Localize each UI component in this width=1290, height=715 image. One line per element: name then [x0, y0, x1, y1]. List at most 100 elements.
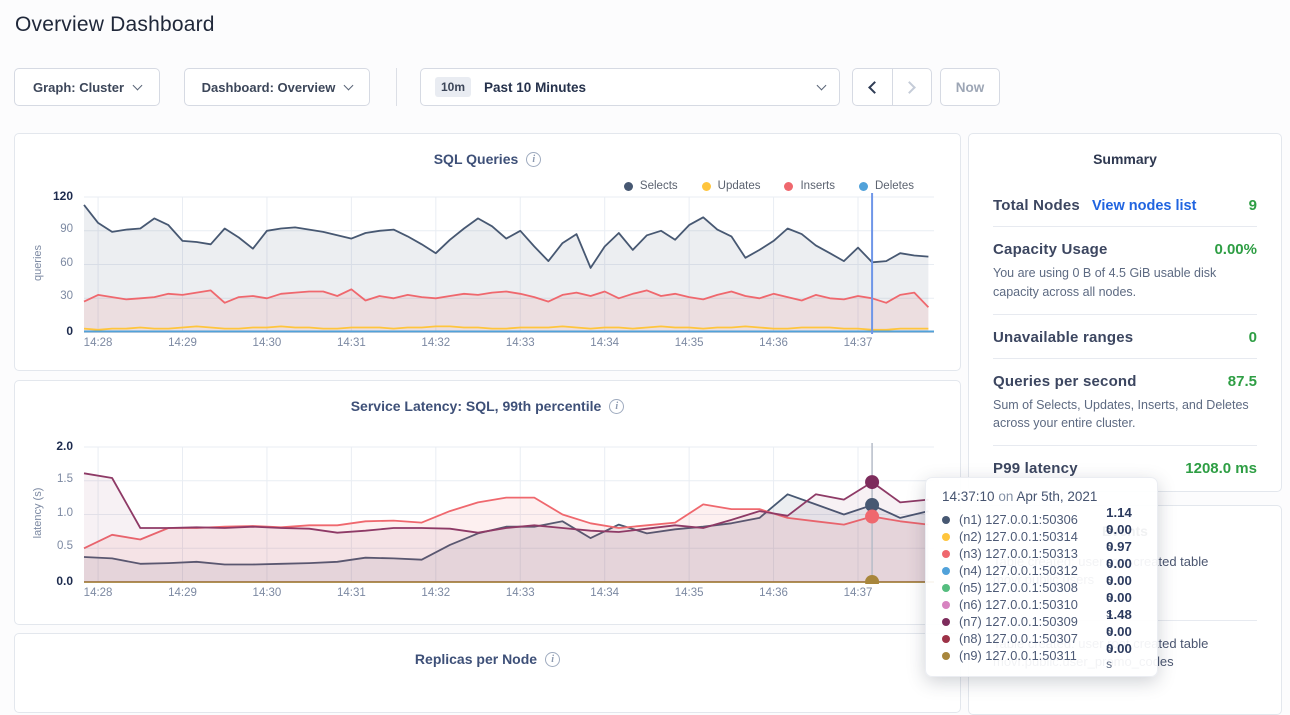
sql-queries-chart[interactable]: 14:28 14:29 14:30 14:31 14:32 14:33 14:34 14:35… [53, 189, 937, 353]
info-icon[interactable] [526, 151, 542, 167]
chevron-down-icon [132, 80, 143, 91]
summary-label: Total Nodes [993, 197, 1080, 214]
legend-label: Selects [639, 180, 678, 192]
summary-value: 1208.0 ms [1185, 460, 1257, 477]
y-tick-label: 0.5 [57, 540, 73, 553]
y-tick-label: 60 [60, 256, 73, 269]
tooltip-unit: s [1106, 554, 1113, 569]
tooltip-unit: s [1106, 605, 1113, 620]
tooltip-node: (n4) 127.0.0.1:50312 [959, 563, 1078, 578]
tooltip-unit: s [1106, 656, 1113, 671]
x-tick-label: 14:31 [336, 587, 366, 599]
tooltip-node: (n6) 127.0.0.1:50310 [959, 597, 1078, 612]
tooltip-node: (n7) 127.0.0.1:50309 [959, 614, 1078, 629]
summary-row: Unavailable ranges 0 [993, 313, 1257, 358]
tooltip-row: (n5) 127.0.0.1:50308 0.00 s [942, 573, 1141, 603]
x-tick-label: 14:30 [252, 587, 282, 599]
tooltip-row: (n8) 127.0.0.1:50307 0.00 s [942, 624, 1141, 654]
info-icon[interactable] [609, 398, 625, 414]
legend-item[interactable]: Updates [701, 180, 760, 192]
x-tick-label: 14:29 [168, 337, 197, 349]
x-tick-label: 14:31 [336, 337, 366, 349]
y-tick-label: 1.0 [57, 506, 73, 519]
tooltip-row: (n1) 127.0.0.1:50306 1.14 s [942, 505, 1141, 535]
view-nodes-list-link[interactable]: View nodes list [1091, 198, 1197, 214]
series-dot-icon [942, 634, 950, 643]
tooltip-value: 0.00 s [1106, 521, 1132, 552]
sql-queries-panel: SQL Queries Selects Updates Inserts Deletes… [14, 133, 961, 371]
time-prev-button[interactable] [853, 69, 892, 105]
legend-dot-icon [623, 181, 633, 191]
sql-queries-plot[interactable] [81, 193, 937, 334]
x-tick-label: 14:33 [505, 587, 535, 599]
tooltip-node: (n2) 127.0.0.1:50314 [959, 529, 1078, 544]
series-dot-icon [942, 651, 950, 660]
sql-queries-title: SQL Queries [433, 151, 519, 167]
service-latency-chart[interactable]: 14:28 14:29 14:30 14:31 14:32 14:33 14:34 14:35… [56, 439, 937, 603]
time-range-badge: 10m [435, 77, 472, 97]
x-tick-label: 14:28 [83, 587, 113, 599]
summary-label: Queries per second [993, 372, 1137, 390]
y-tick-label: 0.0 [56, 574, 73, 588]
dashboard-dropdown-label: Dashboard: Overview [201, 79, 336, 95]
tooltip-node: (n9) 127.0.0.1:50311 [959, 648, 1077, 663]
legend-item[interactable]: Inserts [784, 180, 835, 192]
series-dot-icon [942, 549, 950, 558]
series-dot-icon [942, 617, 950, 626]
legend-dot-icon [701, 181, 711, 191]
tooltip-value: 0.00 s [1106, 572, 1132, 603]
tooltip-rows: (n1) 127.0.0.1:50306 1.14 s (n2) 127.0.0.1… [942, 505, 1141, 671]
graph-dropdown-label: Graph: Cluster [32, 79, 124, 95]
info-icon[interactable] [545, 651, 561, 667]
x-tick-label: 14:37 [843, 337, 873, 349]
chart-hover-tooltip: 14:37:10 on Apr 5th, 2021 (n1) 127.0.0.1… [925, 477, 1158, 677]
tooltip-value: 0.00 s [1106, 640, 1132, 671]
y-tick-label: 0 [66, 324, 73, 338]
tooltip-row: (n3) 127.0.0.1:50313 0.97 s [942, 539, 1141, 569]
x-tick-label: 14:34 [590, 587, 620, 599]
tooltip-unit: s [1106, 639, 1113, 654]
replicas-per-node-title: Replicas per Node [414, 651, 538, 667]
tooltip-node: (n3) 127.0.0.1:50313 [959, 546, 1078, 561]
summary-row: Queries per second 87.5 Sum of Selects, Up… [993, 357, 1257, 446]
page-title: Overview Dashboard [15, 13, 215, 36]
graph-dropdown[interactable]: Graph: Cluster [14, 68, 160, 106]
summary-value: 0 [1248, 328, 1257, 346]
tooltip-value: 0.97 s [1106, 538, 1132, 569]
now-button[interactable]: Now [940, 68, 1000, 106]
tooltip-unit: s [1106, 537, 1113, 552]
y-tick-label: 2.0 [56, 439, 73, 453]
x-tick-label: 14:32 [421, 337, 451, 349]
tooltip-value: 0.00 s [1106, 623, 1132, 654]
x-tick-label: 14:32 [421, 587, 451, 599]
x-tick-label: 14:36 [759, 337, 788, 349]
summary-label: P99 latency [993, 460, 1078, 477]
y-tick-label: 90 [60, 222, 73, 235]
tooltip-value: 0.00 s [1106, 589, 1132, 620]
tooltip-timestamp: 14:37:10 on Apr 5th, 2021 [942, 489, 1098, 504]
legend-label: Deletes [875, 180, 914, 192]
summary-card: Summary Total Nodes View nodes list 9 Capac… [968, 133, 1282, 492]
legend-item[interactable]: Deletes [859, 180, 914, 192]
summary-value: 0.00% [1214, 241, 1257, 258]
tooltip-node: (n5) 127.0.0.1:50308 [959, 580, 1078, 595]
divider [396, 68, 397, 106]
replicas-per-node-panel: Replicas per Node [14, 633, 961, 713]
series-dot-icon [942, 600, 950, 609]
chevron-left-icon [867, 80, 881, 94]
time-range-dropdown[interactable]: 10m Past 10 Minutes [420, 68, 840, 106]
time-nav-group [852, 68, 932, 106]
summary-row: Total Nodes View nodes list 9 [993, 183, 1257, 226]
summary-rows: Total Nodes View nodes list 9 Capacity Usag… [993, 183, 1257, 489]
time-range-label: Past 10 Minutes [484, 79, 587, 95]
tooltip-unit: s [1106, 622, 1113, 637]
service-latency-plot[interactable] [81, 443, 937, 584]
chevron-down-icon [816, 80, 827, 91]
legend-item[interactable]: Selects [623, 180, 678, 192]
chevron-down-icon [343, 80, 354, 91]
dashboard-dropdown[interactable]: Dashboard: Overview [184, 68, 370, 106]
time-next-button[interactable] [891, 69, 932, 105]
tooltip-value: 1.48 s [1106, 606, 1132, 637]
legend-dot-icon [784, 181, 794, 191]
tooltip-row: (n4) 127.0.0.1:50312 0.00 s [942, 556, 1141, 586]
